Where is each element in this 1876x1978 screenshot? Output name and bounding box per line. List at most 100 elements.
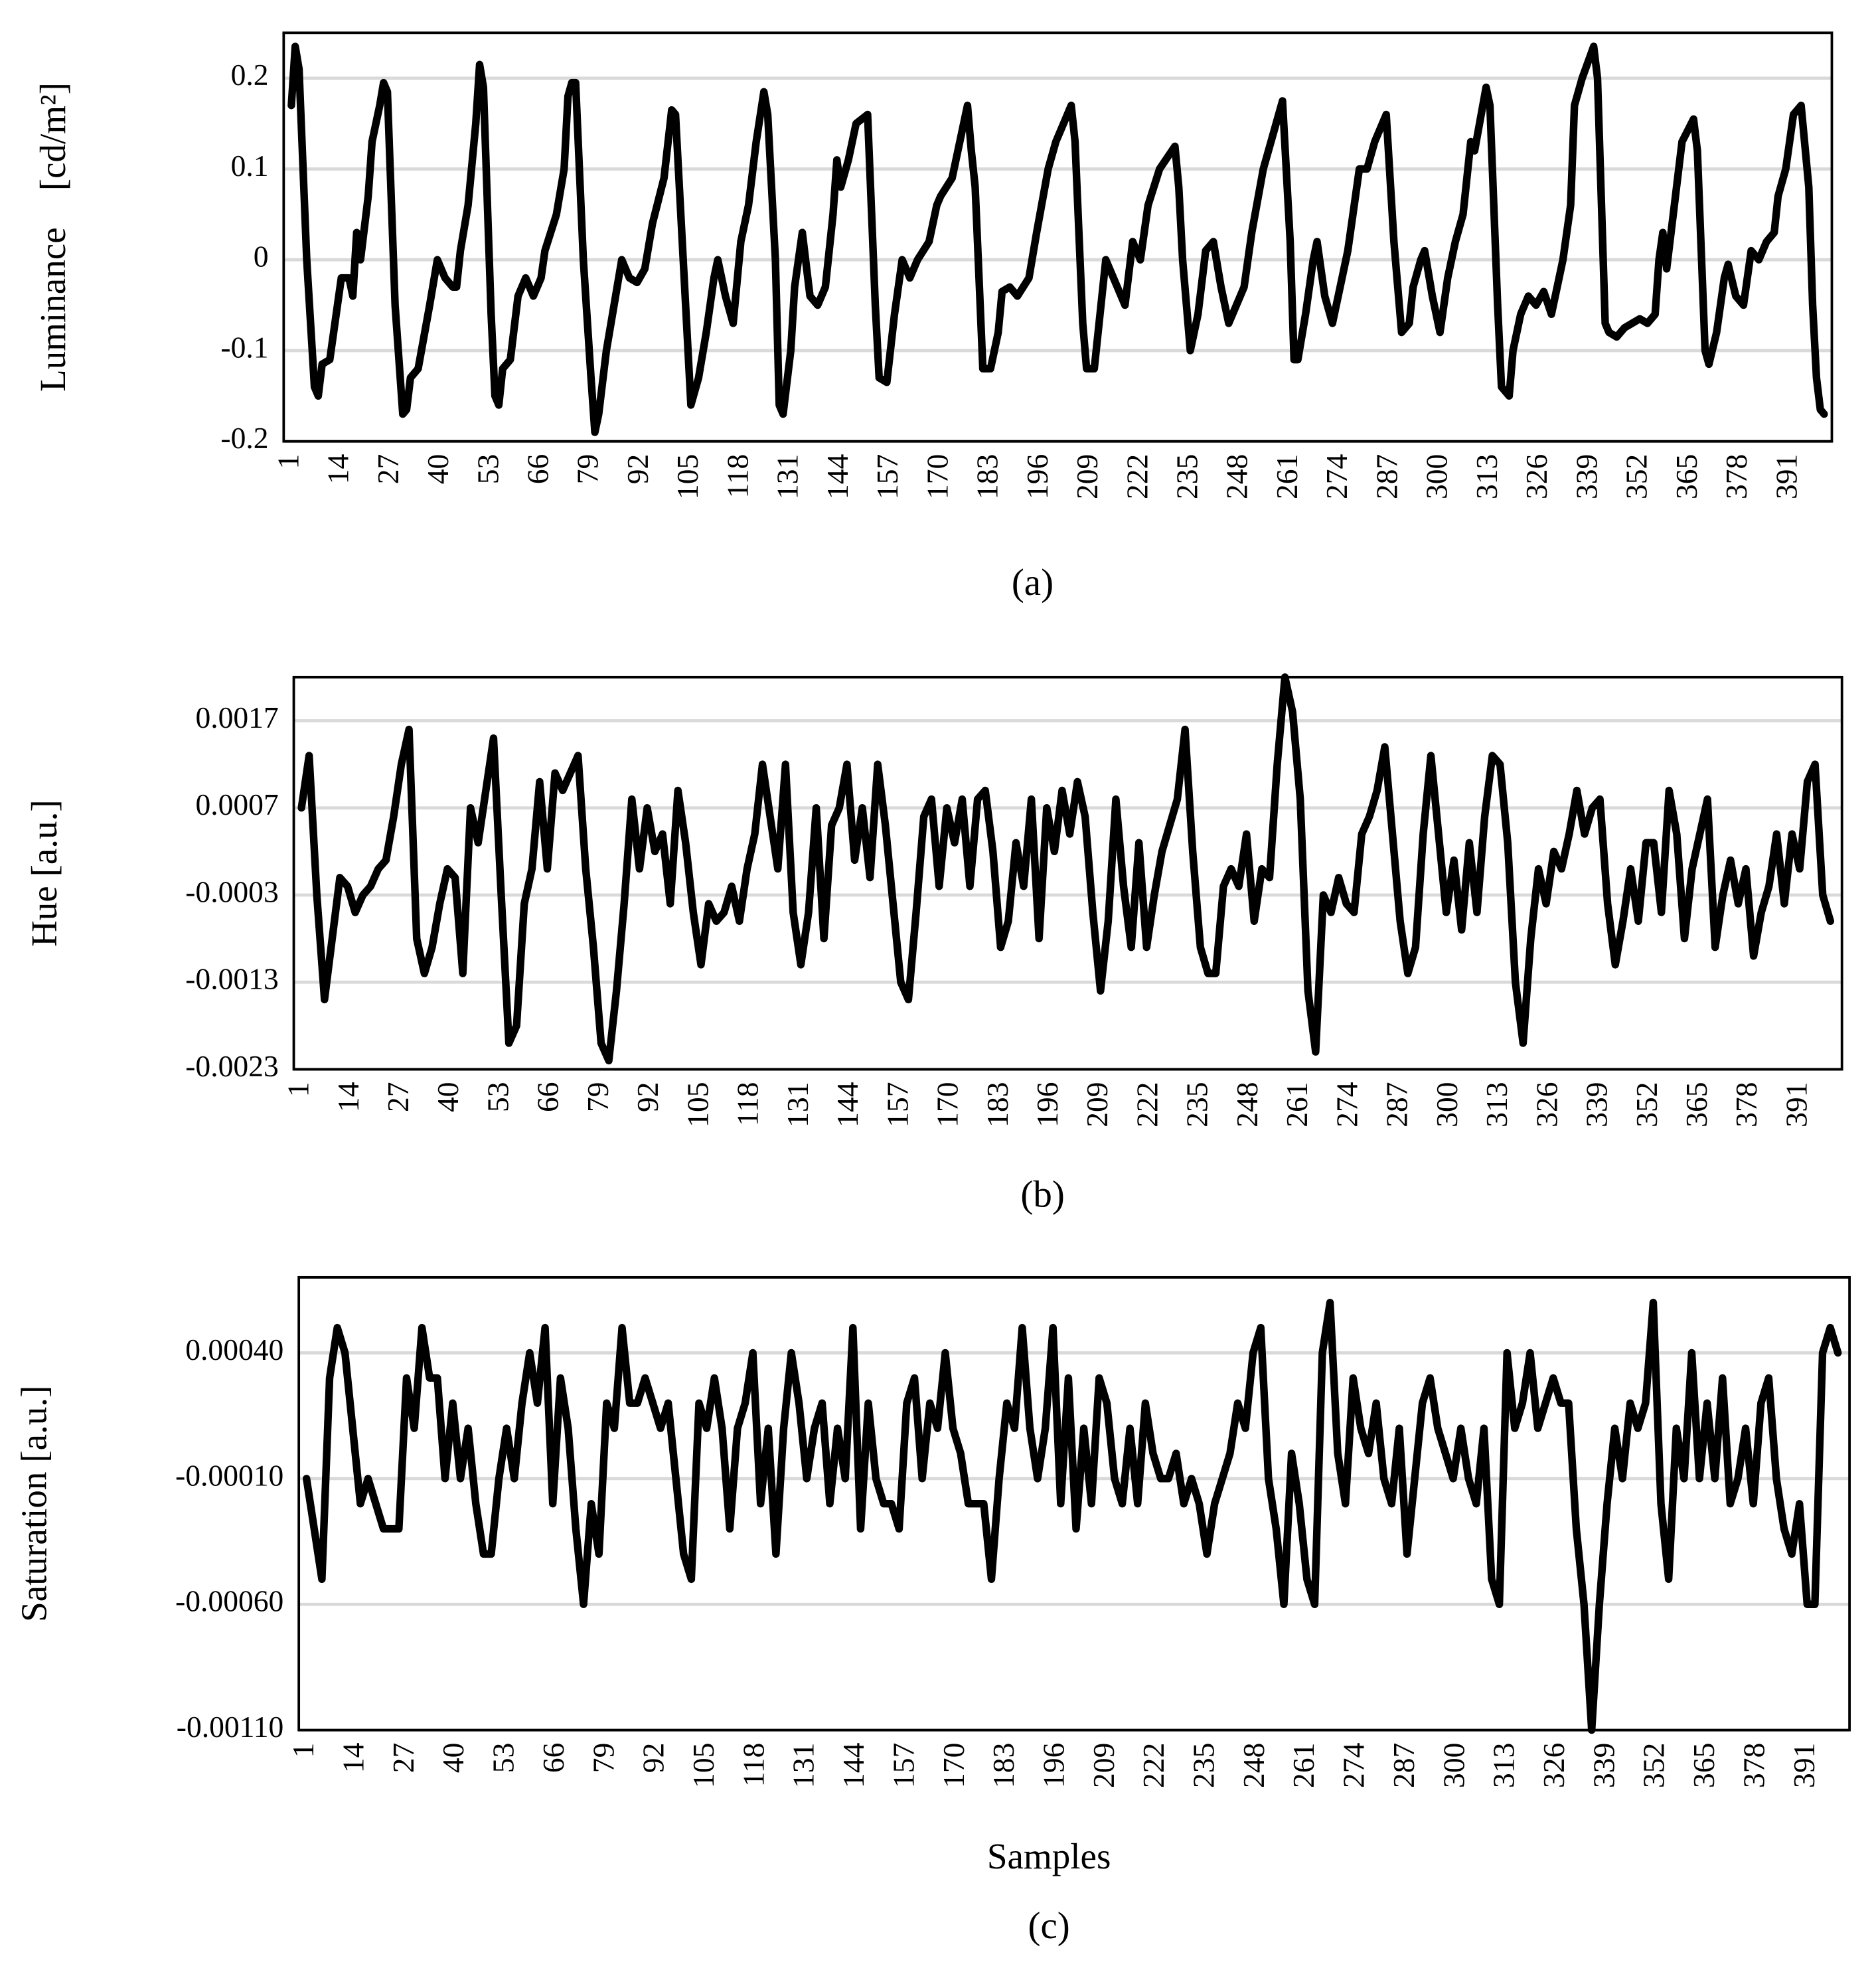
x-tick-label: 118 [720,454,754,499]
y-tick-label: -0.0003 [185,874,278,908]
x-tick-label: 144 [821,453,854,499]
x-tick-label: 274 [1337,1742,1371,1788]
x-tick-label: 92 [621,454,655,485]
x-tick-label: 27 [381,1082,415,1112]
x-tick-label: 66 [521,454,555,485]
x-tick-label: 261 [1280,1082,1314,1127]
x-tick-label: 79 [581,1082,615,1112]
x-tick-label: 300 [1430,1082,1464,1127]
x-tick-label: 274 [1330,1082,1364,1127]
y-tick-label: -0.00110 [177,1710,284,1744]
x-tick-label: 170 [920,454,954,499]
plot-frame [297,1276,1851,1732]
data-line [297,673,1835,1065]
caption: (c) [1028,1905,1070,1947]
y-tick-label: -0.00060 [175,1584,283,1618]
x-tick-label: 287 [1387,1743,1421,1788]
x-tick-label: 14 [331,1082,365,1112]
x-tick-label: 66 [531,1082,565,1112]
y-axis-title: Luminance [cd/m²] [33,82,73,392]
y-axis-title: Saturation [a.u.] [14,1386,54,1622]
x-tick-label: 235 [1187,1743,1221,1788]
x-tick-label: 40 [436,1743,470,1773]
x-tick-label: 196 [1020,454,1054,499]
x-tick-label: 105 [686,1743,720,1788]
x-tick-label: 157 [870,454,904,499]
x-tick-label: 248 [1237,1743,1271,1788]
x-tick-label: 1 [286,1743,320,1758]
x-tick-label: 105 [670,454,704,499]
x-tick-label: 209 [1070,454,1104,499]
x-axis-title: Samples [987,1836,1111,1876]
x-tick-label: 92 [637,1743,670,1773]
x-tick-label: 248 [1220,454,1254,499]
x-tick-label: 235 [1180,1082,1214,1127]
x-tick-label: 53 [487,1743,520,1773]
x-tick-label: 287 [1380,1082,1414,1127]
x-tick-label: 144 [830,1082,864,1127]
x-tick-label: 222 [1130,1082,1164,1127]
x-tick-label: 14 [321,453,355,484]
x-tick-label: 313 [1470,454,1504,499]
x-tick-label: 235 [1170,454,1204,499]
y-tick-label: 0.1 [231,149,269,183]
x-tick-label: 105 [680,1082,714,1127]
x-tick-label: 352 [1620,454,1654,499]
x-tick-label: 378 [1737,1743,1770,1788]
x-tick-label: 170 [937,1743,971,1788]
x-tick-label: 261 [1287,1743,1320,1788]
x-tick-label: 326 [1529,1082,1563,1127]
y-tick-label: -0.0023 [185,1049,278,1083]
x-tick-label: 352 [1630,1082,1664,1127]
x-tick-label: 326 [1537,1743,1571,1788]
x-tick-label: 183 [980,1082,1014,1127]
x-tick-label: 391 [1787,1743,1821,1788]
x-tick-label: 378 [1719,454,1753,499]
x-tick-label: 40 [431,1082,465,1112]
x-tick-label: 209 [1087,1743,1121,1788]
x-tick-label: 131 [787,1743,821,1788]
x-tick-label: 391 [1769,454,1803,499]
plot-frame [282,31,1834,443]
y-tick-label: -0.1 [220,330,268,364]
x-tick-label: 313 [1480,1082,1514,1127]
x-tick-label: 131 [771,454,805,499]
x-tick-label: 79 [571,454,605,485]
x-tick-label: 378 [1729,1082,1763,1127]
x-tick-label: 183 [986,1743,1020,1788]
x-tick-label: 222 [1120,454,1154,499]
y-tick-label: -0.2 [220,421,268,455]
y-tick-label: 0.0017 [195,701,278,734]
x-tick-label: 339 [1587,1743,1620,1788]
x-tick-label: 144 [836,1742,870,1788]
x-tick-label: 118 [736,1743,770,1787]
x-tick-label: 92 [631,1082,664,1112]
x-tick-label: 196 [1030,1082,1064,1127]
x-tick-label: 157 [880,1082,914,1127]
x-tick-label: 131 [781,1082,815,1127]
x-tick-label: 209 [1080,1082,1114,1127]
x-tick-label: 222 [1136,1743,1170,1788]
x-tick-label: 300 [1437,1743,1470,1788]
x-tick-label: 1 [281,1082,315,1097]
data-line [287,42,1828,436]
x-tick-label: 391 [1779,1082,1813,1127]
data-line [303,1299,1842,1734]
x-tick-label: 79 [586,1743,620,1773]
y-tick-label: -0.00010 [175,1458,283,1492]
x-tick-label: 53 [481,1082,514,1112]
x-tick-label: 196 [1036,1743,1070,1788]
caption: (b) [1020,1173,1064,1215]
x-tick-label: 40 [421,454,455,485]
caption: (a) [1012,562,1054,604]
x-tick-label: 14 [337,1742,370,1773]
x-tick-label: 287 [1369,454,1403,499]
x-tick-label: 1 [271,454,305,469]
y-tick-label: 0.0007 [195,787,278,821]
x-tick-label: 261 [1270,454,1304,499]
x-tick-label: 27 [371,454,405,485]
x-tick-label: 27 [386,1743,420,1773]
x-tick-label: 53 [471,454,505,485]
